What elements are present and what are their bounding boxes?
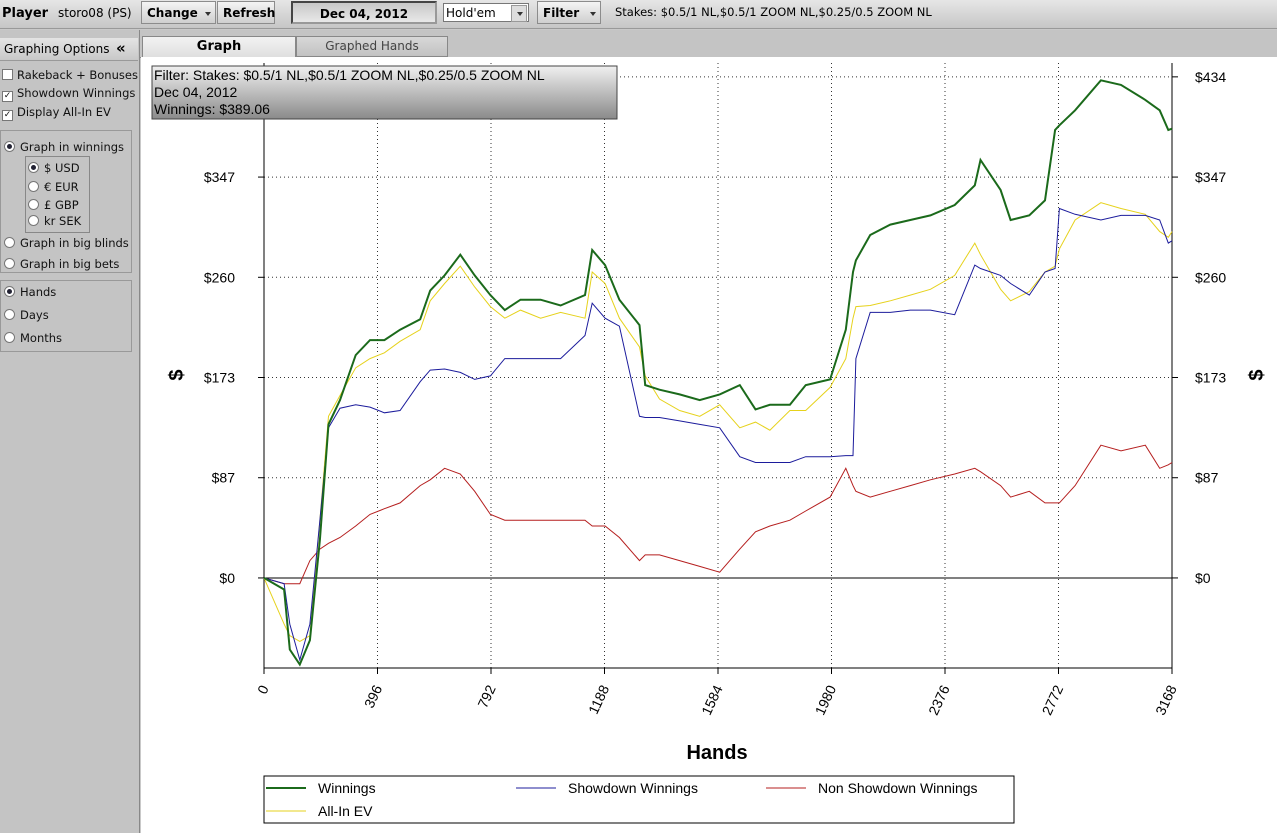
legend-box bbox=[263, 775, 1015, 824]
x-tick-label: 2376 bbox=[925, 682, 953, 717]
y-tick-label: $173 bbox=[204, 370, 235, 386]
currency-group bbox=[25, 156, 90, 233]
y-tick-label: $87 bbox=[212, 470, 236, 486]
y2-tick-label: $260 bbox=[1195, 269, 1226, 285]
sidebar-header: Graphing Options « bbox=[0, 38, 138, 61]
radio-label: £ GBP bbox=[44, 198, 79, 212]
player-name: storo08 (PS) bbox=[58, 6, 132, 20]
x-tick-label: 0 bbox=[254, 682, 272, 696]
stakes-text: Stakes: $0.5/1 NL,$0.5/1 ZOOM NL,$0.25/0… bbox=[615, 5, 932, 19]
graph-in-group bbox=[0, 130, 132, 273]
legend-label: All-In EV bbox=[318, 803, 373, 819]
radio[interactable]: Graph in big blinds bbox=[4, 236, 129, 250]
series-line bbox=[263, 202, 1173, 642]
series-line bbox=[263, 444, 1173, 585]
filter-label: Filter bbox=[543, 6, 580, 20]
legend-label: Showdown Winnings bbox=[568, 780, 698, 796]
x-tick-label: 1584 bbox=[698, 682, 726, 717]
chart: $0$0$87$87$173$173$260$260$347$347$434$4… bbox=[141, 57, 1277, 833]
y-tick-label: $260 bbox=[204, 269, 235, 285]
series-line bbox=[263, 207, 1173, 662]
game-label: Hold'em bbox=[446, 6, 496, 20]
change-label: Change bbox=[147, 6, 198, 20]
y-axis-title: $ bbox=[166, 369, 188, 380]
radio[interactable]: kr SEK bbox=[28, 214, 81, 228]
info-text: Dec 04, 2012 bbox=[154, 84, 237, 100]
radio-label: € EUR bbox=[44, 180, 79, 194]
legend-label: Non Showdown Winnings bbox=[818, 780, 978, 796]
collapse-button[interactable]: « bbox=[116, 39, 126, 57]
radio[interactable]: Days bbox=[4, 308, 49, 322]
y2-tick-label: $173 bbox=[1195, 370, 1226, 386]
x-tick-label: 1980 bbox=[812, 682, 840, 717]
radio[interactable]: £ GBP bbox=[28, 198, 79, 212]
checkbox-label: Display All-In EV bbox=[17, 105, 111, 119]
change-button[interactable]: Change bbox=[141, 1, 216, 24]
checkbox[interactable]: Rakeback + Bonuses bbox=[2, 68, 138, 82]
radio-label: Hands bbox=[20, 285, 57, 299]
radio[interactable]: Graph in winnings bbox=[4, 140, 124, 154]
checkbox[interactable]: ✓ Display All-In EV bbox=[2, 105, 111, 121]
x-tick-label: 3168 bbox=[1152, 682, 1180, 717]
x-mode-group bbox=[0, 280, 132, 352]
y2-tick-label: $87 bbox=[1195, 470, 1219, 486]
info-text: Filter: Stakes: $0.5/1 NL,$0.5/1 ZOOM NL… bbox=[154, 67, 545, 83]
x-axis-title: Hands bbox=[686, 742, 747, 764]
sidebar bbox=[0, 30, 140, 833]
info-box bbox=[151, 65, 618, 120]
radio-label: Graph in big bets bbox=[20, 257, 120, 271]
series-line bbox=[263, 79, 1173, 667]
radio-label: Graph in big blinds bbox=[20, 236, 129, 250]
radio[interactable]: € EUR bbox=[28, 180, 79, 194]
x-tick-label: 792 bbox=[474, 682, 498, 710]
radio[interactable]: Months bbox=[4, 331, 62, 345]
radio[interactable]: $ USD bbox=[28, 161, 80, 175]
x-tick-label: 1188 bbox=[585, 682, 612, 716]
info-text: Winnings: $389.06 bbox=[154, 101, 270, 117]
x-tick-label: 2772 bbox=[1039, 682, 1067, 717]
y2-tick-label: $347 bbox=[1195, 169, 1226, 185]
x-tick-label: 396 bbox=[361, 682, 385, 710]
radio[interactable]: Hands bbox=[4, 285, 56, 299]
refresh-button[interactable]: Refresh bbox=[217, 1, 275, 24]
y2-axis-title: $ bbox=[1246, 369, 1268, 380]
radio-label: Graph in winnings bbox=[20, 140, 125, 154]
radio-label: Months bbox=[20, 331, 63, 345]
tab[interactable]: Graph bbox=[142, 36, 296, 58]
legend-label: Winnings bbox=[318, 780, 376, 796]
checkbox[interactable]: ✓ Showdown Winnings bbox=[2, 86, 136, 102]
sidebar-title: Graphing Options bbox=[4, 42, 110, 56]
tab[interactable]: Graphed Hands bbox=[296, 36, 448, 57]
game-select[interactable]: Hold'em bbox=[443, 3, 529, 22]
filter-button[interactable]: Filter bbox=[537, 1, 601, 24]
radio[interactable]: Graph in big bets bbox=[4, 257, 119, 271]
player-label: Player bbox=[2, 6, 49, 21]
radio-label: Days bbox=[20, 308, 49, 322]
y-tick-label: $347 bbox=[204, 169, 235, 185]
date-button[interactable]: Dec 04, 2012 bbox=[291, 1, 437, 24]
checkbox-label: Rakeback + Bonuses bbox=[17, 68, 138, 82]
radio-label: $ USD bbox=[44, 161, 80, 175]
radio-label: kr SEK bbox=[44, 214, 82, 228]
checkbox-label: Showdown Winnings bbox=[17, 86, 136, 100]
y-tick-label: $0 bbox=[219, 570, 235, 586]
y2-tick-label: $0 bbox=[1195, 570, 1211, 586]
y2-tick-label: $434 bbox=[1195, 69, 1226, 85]
